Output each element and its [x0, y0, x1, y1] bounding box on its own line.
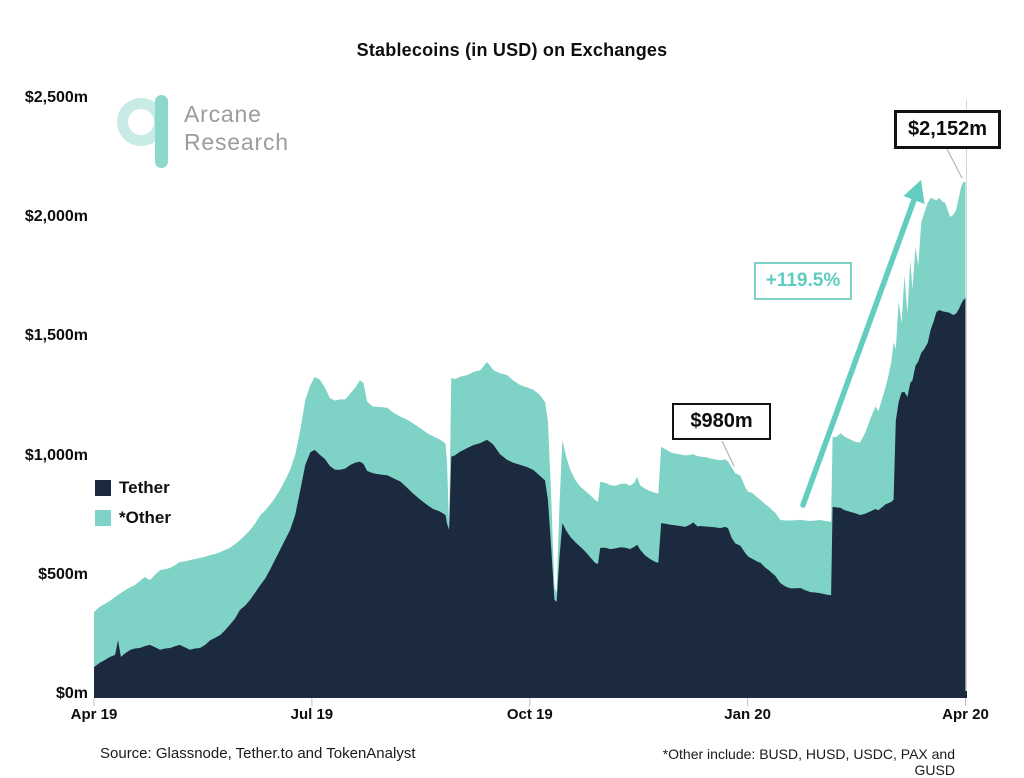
x-axis-label: Oct 19 — [506, 706, 553, 723]
callout-end-value: $2,152m — [894, 110, 1001, 149]
x-axis-label: Jan 20 — [724, 706, 771, 723]
y-axis-label: $1,000m — [24, 446, 88, 464]
callout-pct-change: +119.5% — [754, 262, 852, 300]
legend-swatch — [95, 480, 111, 496]
x-axis-line — [94, 691, 967, 698]
y-axis-label: $1,500m — [24, 327, 88, 345]
other-note-text: *Other include: BUSD, HUSD, USDC, PAX an… — [662, 746, 955, 778]
callout-pct-change-text: +119.5% — [765, 270, 841, 291]
legend-swatch — [95, 510, 111, 526]
logo-line1: Arcane — [184, 101, 262, 127]
source-text: Source: Glassnode, Tether.to and TokenAn… — [100, 745, 416, 762]
chart-title: Stablecoins (in USD) on Exchanges — [356, 40, 668, 60]
y-axis-label: $2,000m — [24, 208, 88, 226]
legend: Tether *Other — [95, 477, 171, 529]
callout-mid-value: $980m — [672, 403, 771, 440]
callout-mid-value-text: $980m — [690, 410, 753, 432]
x-axis-label: Apr 19 — [70, 706, 118, 723]
y-axis-label: $500m — [38, 565, 88, 583]
tether-area — [94, 298, 966, 695]
logo-line2: Research — [184, 129, 289, 155]
legend-label: *Other — [119, 508, 171, 527]
logo-bar-icon — [155, 95, 168, 168]
callout-connector-end — [946, 148, 963, 179]
growth-arrow-icon — [800, 180, 925, 508]
x-tick-marks — [93, 698, 966, 706]
y-axis-label: $0m — [55, 685, 88, 702]
logo-wordmark: Arcane Research — [184, 100, 289, 156]
callout-end-value-text: $2,152m — [908, 118, 987, 140]
x-axis-label: Jul 19 — [290, 706, 334, 723]
legend-label: Tether — [119, 478, 170, 497]
legend-item: Tether — [95, 477, 171, 499]
y-axis-label: $2,500m — [24, 89, 88, 106]
legend-item: *Other — [95, 507, 171, 529]
x-axis-label: Apr 20 — [942, 706, 989, 723]
callout-connector-mid — [721, 440, 735, 467]
